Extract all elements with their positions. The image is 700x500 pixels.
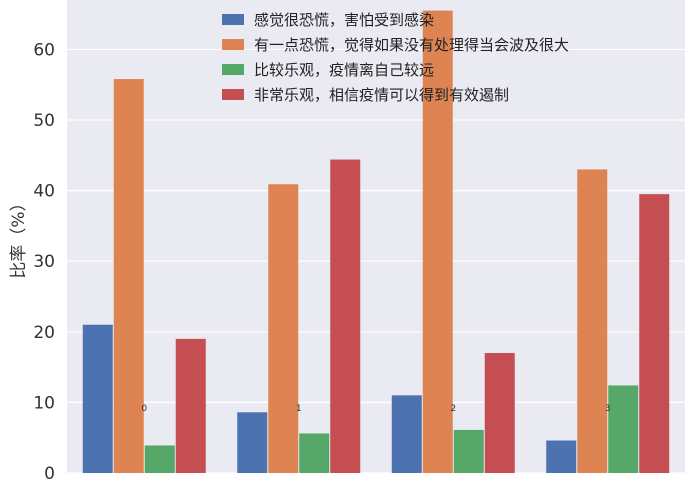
x-tick-label: 2 <box>450 404 456 414</box>
legend-swatch-0 <box>222 14 244 25</box>
y-tick-label: 50 <box>33 111 55 131</box>
bar-2-3 <box>608 385 639 473</box>
bar-0-0 <box>82 324 113 473</box>
bar-3-1 <box>330 159 361 473</box>
bar-3-0 <box>175 338 206 473</box>
bar-0-1 <box>237 412 268 473</box>
bar-3-3 <box>639 194 670 473</box>
bar-2-0 <box>144 445 175 473</box>
x-tick-label: 0 <box>141 404 147 414</box>
bar-0-2 <box>391 395 422 473</box>
bar-2-2 <box>453 429 484 473</box>
legend-label-1: 有一点恐慌，觉得如果没有处理得当会波及很大 <box>254 36 569 54</box>
bar-2-1 <box>299 433 330 473</box>
legend-label-2: 比较乐观，疫情离自己较远 <box>254 61 434 79</box>
legend-label-0: 感觉很恐慌，害怕受到感染 <box>254 11 434 29</box>
legend-swatch-2 <box>222 64 244 75</box>
bar-3-2 <box>484 352 515 473</box>
bar-1-0 <box>113 79 144 473</box>
y-tick-label: 60 <box>33 40 55 60</box>
bar-1-3 <box>577 169 608 473</box>
y-tick-label: 30 <box>33 252 55 272</box>
y-tick-label: 40 <box>33 182 55 202</box>
y-axis-label: 比率（%） <box>9 194 29 278</box>
y-tick-label: 20 <box>33 323 55 343</box>
legend-swatch-1 <box>222 39 244 50</box>
bar-1-1 <box>268 184 299 473</box>
bar-0-3 <box>546 440 577 473</box>
y-tick-label: 10 <box>33 393 55 413</box>
legend-swatch-3 <box>222 89 244 100</box>
legend-label-3: 非常乐观，相信疫情可以得到有效遏制 <box>254 86 509 104</box>
y-tick-label: 0 <box>44 464 55 484</box>
x-tick-label: 3 <box>605 404 611 414</box>
x-tick-label: 1 <box>296 404 302 414</box>
bar-1-2 <box>422 10 453 474</box>
